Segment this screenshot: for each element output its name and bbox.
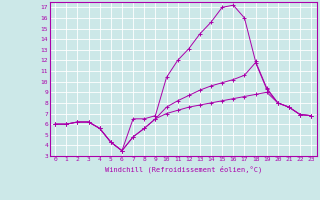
X-axis label: Windchill (Refroidissement éolien,°C): Windchill (Refroidissement éolien,°C) — [105, 165, 262, 173]
